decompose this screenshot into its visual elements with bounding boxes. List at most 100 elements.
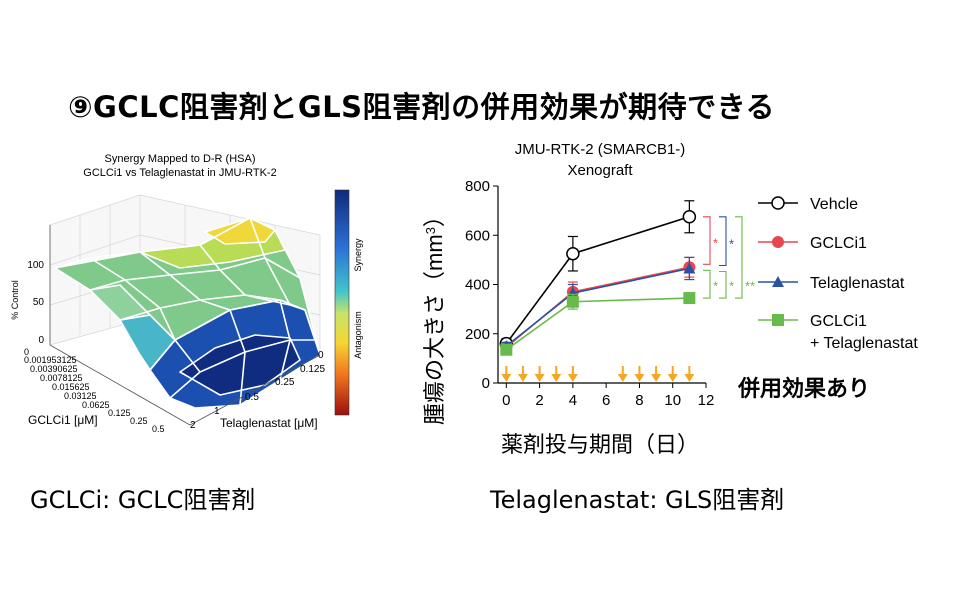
significance-mark: ** <box>745 279 755 294</box>
legend-item: GCLCi1 <box>758 235 867 252</box>
dosing-arrows <box>501 366 695 382</box>
significance-mark: * <box>713 235 718 250</box>
page-title: ⑨GCLC阻害剤とGLS阻害剤の併用効果が期待できる <box>68 90 775 124</box>
synergy-x-tick: 0.0078125 <box>40 373 83 383</box>
colorbar-bottom-label: Antagonism <box>353 311 363 359</box>
synergy-y-label: Telaglenastat [μM] <box>220 416 318 430</box>
significance-bracket <box>703 269 711 299</box>
significance-bracket <box>703 216 711 265</box>
caption-gclci: GCLCi: GCLC阻害剤 <box>30 486 256 514</box>
y-tick-label: 400 <box>465 277 490 294</box>
legend-marker <box>771 196 785 210</box>
y-axis-label-close: ） <box>422 205 447 227</box>
y-axis-label-text: 腫瘍の大きさ（mm <box>422 234 447 425</box>
synergy-colorbar <box>334 189 350 416</box>
dosing-arrow-head <box>534 374 545 382</box>
synergy-x-tick: 0.25 <box>130 416 148 426</box>
significance-mark: * <box>729 279 734 294</box>
synergy-y-tick: 0 <box>318 350 324 361</box>
significance-bracket <box>735 216 743 299</box>
synergy-title-line1: Synergy Mapped to D-R (HSA) <box>105 153 256 165</box>
dosing-arrow-head <box>517 374 528 382</box>
legend-item: Telaglenastat <box>758 275 905 292</box>
y-axis-label-sup: 3 <box>423 227 438 234</box>
chart-axes: 0 200 400 600 800 0 2 4 6 8 10 12 <box>465 178 714 409</box>
x-tick-label: 10 <box>664 392 681 409</box>
significance-mark: * <box>713 279 718 294</box>
x-tick-label: 4 <box>569 392 577 409</box>
legend-label: GCLCi1 <box>810 313 867 330</box>
significance-bracket <box>719 270 727 299</box>
synergy-y-tick: 0.25 <box>275 377 295 388</box>
chart-legend: Vehcle GCLCi1 Telaglenastat GCLCi1 + Telagle… <box>758 196 918 352</box>
synergy-y-tick: 0.5 <box>245 392 259 403</box>
chart-title: JMU-RTK-2 (SMARCB1-) <box>515 141 686 158</box>
x-tick-label: 0 <box>502 392 510 409</box>
synergy-z-tick: 50 <box>33 297 45 308</box>
dosing-arrow-head <box>501 374 512 382</box>
x-tick-label: 8 <box>635 392 643 409</box>
synergy-z-tick: 0 <box>38 335 44 346</box>
synergy-surface-plot: Synergy Mapped to D-R (HSA) GCLCi1 vs Te… <box>10 153 363 434</box>
legend-label: GCLCi1 <box>810 235 867 252</box>
synergy-x-ticks: 0 0.001953125 0.00390625 0.0078125 0.015… <box>24 347 165 434</box>
synergy-x-tick: 0.0625 <box>82 400 110 410</box>
significance-mark: * <box>729 237 734 252</box>
data-point <box>500 343 513 356</box>
synergy-surface <box>54 217 321 409</box>
synergy-y-tick: 0.125 <box>300 364 325 375</box>
combination-effect-annotation: 併用効果あり <box>737 376 870 401</box>
synergy-x-tick: 0.03125 <box>64 391 97 401</box>
synergy-x-tick: 0.001953125 <box>24 355 77 365</box>
x-tick-label: 2 <box>535 392 543 409</box>
legend-item: GCLCi1 + Telaglenastat <box>758 313 918 352</box>
data-point <box>566 295 579 308</box>
y-axis-label: 腫瘍の大きさ（mm3） <box>422 205 447 425</box>
synergy-y-tick: 1 <box>214 406 220 417</box>
data-point <box>566 246 580 261</box>
synergy-x-tick: 0.125 <box>108 408 131 418</box>
legend-label-line2: + Telaglenastat <box>810 335 918 352</box>
legend-item: Vehcle <box>758 196 858 213</box>
chart-series <box>499 200 697 356</box>
data-point <box>683 262 696 274</box>
y-tick-label: 600 <box>465 227 490 244</box>
legend-marker <box>772 314 784 326</box>
synergy-y-tick: 2 <box>190 420 196 431</box>
synergy-y-ticks: 0 0.125 0.25 0.5 1 2 <box>190 350 325 431</box>
dosing-arrow-head <box>684 374 695 382</box>
dosing-arrow-head <box>617 374 628 382</box>
synergy-title-line2: GCLCi1 vs Telaglenastat in JMU-RTK-2 <box>83 167 276 179</box>
synergy-x-tick: 0.015625 <box>52 382 90 392</box>
y-tick-label: 0 <box>482 375 490 392</box>
synergy-x-tick: 0.5 <box>152 424 165 434</box>
x-axis-label: 薬剤投与期間（日） <box>501 432 699 457</box>
series-3 <box>500 292 696 356</box>
caption-telaglenastat: Telaglenastat: GLS阻害剤 <box>490 486 785 514</box>
legend-label: Telaglenastat <box>810 275 905 292</box>
synergy-x-label: GCLCi1 [μM] <box>28 413 98 427</box>
dosing-arrow-head <box>651 374 662 382</box>
significance-brackets: * ** * ** <box>703 216 755 299</box>
data-point <box>683 292 696 305</box>
dosing-arrow-head <box>634 374 645 382</box>
legend-marker <box>772 276 784 287</box>
legend-marker <box>772 236 784 248</box>
chart-subtitle: Xenograft <box>567 162 633 179</box>
synergy-axes <box>49 225 321 426</box>
series-1 <box>500 256 696 354</box>
data-point <box>682 210 697 224</box>
data-point <box>566 287 579 299</box>
dosing-arrow-head <box>567 374 578 382</box>
synergy-x-tick: 0 <box>24 347 29 357</box>
dosing-arrow-head <box>667 374 678 382</box>
legend-label: Vehcle <box>810 196 858 213</box>
x-tick-label: 12 <box>698 392 715 409</box>
y-tick-label: 200 <box>465 326 490 343</box>
synergy-x-tick: 0.00390625 <box>30 364 78 374</box>
tumor-growth-chart: JMU-RTK-2 (SMARCB1-) Xenograft 腫瘍の大きさ（mm… <box>422 141 918 457</box>
synergy-z-tick: 100 <box>27 260 44 271</box>
x-tick-label: 6 <box>602 392 610 409</box>
svg-text:腫瘍の大きさ（mm3）: 腫瘍の大きさ（mm3） <box>422 205 447 425</box>
colorbar-top-label: Synergy <box>353 238 363 272</box>
